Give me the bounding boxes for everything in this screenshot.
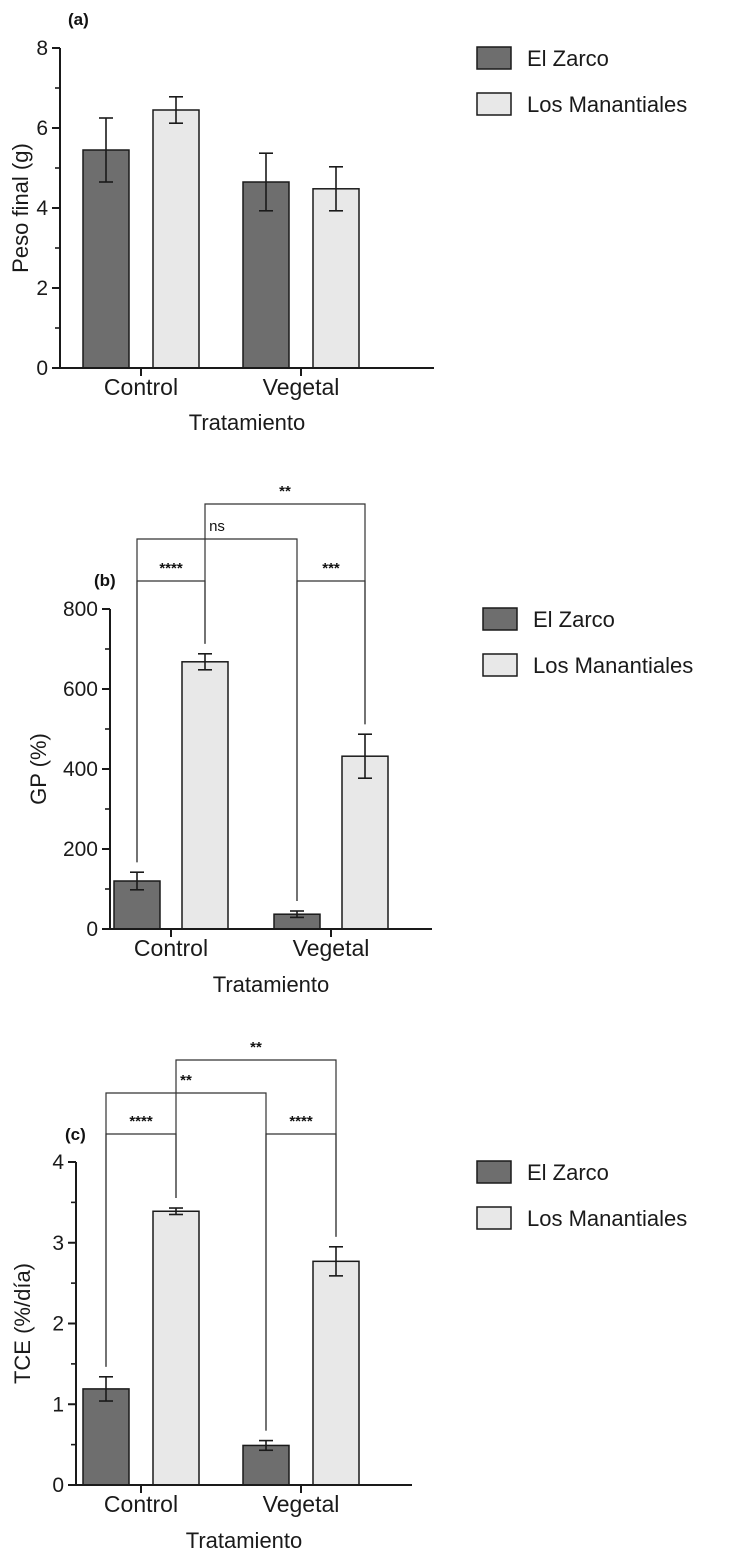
legend-label-los-manantiales: Los Manantiales: [527, 1206, 687, 1231]
y-tick-label: 3: [52, 1232, 64, 1255]
bar-los-manantiales-vegetal: [341, 755, 389, 930]
significance-label: **: [180, 1072, 192, 1089]
legend-swatch-el-zarco: [476, 1160, 512, 1184]
legend-swatch-los-manantiales: [482, 653, 518, 677]
error-bar-los-manantiales-control: [198, 652, 212, 671]
significance-bracket-line: [136, 538, 298, 901]
error-bar-el-zarco-control: [130, 871, 144, 891]
x-tick-label-control: Control: [104, 374, 178, 400]
error-bar-los-manantiales-vegetal: [358, 733, 372, 780]
error-bar-los-manantiales-vegetal: [329, 166, 343, 212]
error-bar-el-zarco-control: [99, 117, 113, 183]
error-bar-los-manantiales-vegetal: [329, 1245, 343, 1277]
legend-swatch-el-zarco: [482, 607, 518, 631]
significance-label: ns: [209, 518, 225, 535]
bar-el-zarco-control: [82, 149, 130, 369]
error-bar-el-zarco-control: [99, 1375, 113, 1402]
y-axis-title: TCE (%/día): [10, 1263, 35, 1384]
significance-bracket-line: [105, 1092, 267, 1431]
error-bar-el-zarco-vegetal: [259, 1439, 273, 1452]
panel-label: (b): [94, 571, 116, 590]
significance-bracket: [204, 503, 366, 725]
error-bar-los-manantiales-control: [169, 96, 183, 124]
significance-bracket: [175, 1059, 337, 1237]
x-tick-label-vegetal: Vegetal: [293, 935, 370, 961]
bar-los-manantiales-control: [181, 661, 229, 930]
x-axis-title: Tratamiento: [213, 972, 330, 997]
legend: El Zarco Los Manantiales: [482, 607, 693, 678]
y-tick-label: 2: [36, 277, 48, 300]
x-tick-label-control: Control: [134, 935, 208, 961]
x-tick-label-vegetal: Vegetal: [263, 1491, 340, 1517]
significance-label: ***: [322, 560, 340, 577]
y-tick-label: 400: [63, 758, 98, 781]
legend: El Zarco Los Manantiales: [476, 1160, 687, 1231]
error-bar-el-zarco-vegetal: [259, 152, 273, 212]
error-bar-los-manantiales-control: [169, 1207, 183, 1216]
y-tick-label: 600: [63, 678, 98, 701]
legend-label-los-manantiales: Los Manantiales: [533, 653, 693, 678]
significance-label: ****: [129, 1113, 153, 1130]
significance-label: ****: [289, 1113, 313, 1130]
y-tick-label: 200: [63, 838, 98, 861]
x-axis-title: Tratamiento: [189, 410, 306, 435]
legend-label-los-manantiales: Los Manantiales: [527, 92, 687, 117]
y-axis-title: Peso final (g): [8, 143, 33, 273]
significance-bracket: [136, 538, 298, 901]
bar-los-manantiales-control: [152, 109, 200, 369]
significance-label: **: [250, 1039, 262, 1056]
legend: El Zarco Los Manantiales: [476, 46, 687, 117]
y-tick-label: 2: [52, 1313, 64, 1336]
chart-panel-c: 0 1 2 3 4 Control Vegetal Tratamiento TCE (%/día…: [10, 1039, 687, 1553]
y-axis-title: GP (%): [26, 733, 51, 805]
significance-bracket-line: [175, 1059, 337, 1237]
legend-swatch-el-zarco: [476, 46, 512, 70]
error-bar-el-zarco-vegetal: [290, 910, 304, 919]
y-tick-label: 0: [86, 918, 98, 941]
y-tick-label: 800: [63, 598, 98, 621]
panel-label: (c): [65, 1125, 86, 1144]
bar-los-manantiales-control: [152, 1210, 200, 1486]
chart-panel-b: 0 200 400 600 800 Control Vegetal Tratamiento GP…: [26, 483, 693, 997]
x-axis-title: Tratamiento: [186, 1528, 303, 1553]
legend-label-el-zarco: El Zarco: [533, 607, 615, 632]
y-tick-label: 0: [36, 357, 48, 380]
significance-label: ****: [159, 560, 183, 577]
bar-los-manantiales-vegetal: [312, 1260, 360, 1486]
significance-bracket-line: [204, 503, 366, 725]
bar-el-zarco-vegetal: [242, 1444, 290, 1486]
legend-label-el-zarco: El Zarco: [527, 1160, 609, 1185]
legend-label-el-zarco: El Zarco: [527, 46, 609, 71]
y-tick-label: 4: [52, 1151, 64, 1174]
chart-panel-a: 0 2 4 6 8 Control Vegetal Tratamiento Peso final…: [8, 10, 687, 435]
significance-bracket: [105, 1092, 267, 1431]
x-tick-label-control: Control: [104, 1491, 178, 1517]
legend-swatch-los-manantiales: [476, 1206, 512, 1230]
y-tick-label: 1: [52, 1393, 64, 1416]
y-tick-label: 6: [36, 117, 48, 140]
panel-label: (a): [68, 10, 89, 29]
significance-label: **: [279, 483, 291, 500]
legend-swatch-los-manantiales: [476, 92, 512, 116]
x-tick-label-vegetal: Vegetal: [263, 374, 340, 400]
bar-el-zarco-control: [82, 1388, 130, 1486]
y-tick-label: 8: [36, 37, 48, 60]
bar-los-manantiales-vegetal: [312, 188, 360, 369]
y-tick-label: 0: [52, 1474, 64, 1497]
y-tick-label: 4: [36, 197, 48, 220]
